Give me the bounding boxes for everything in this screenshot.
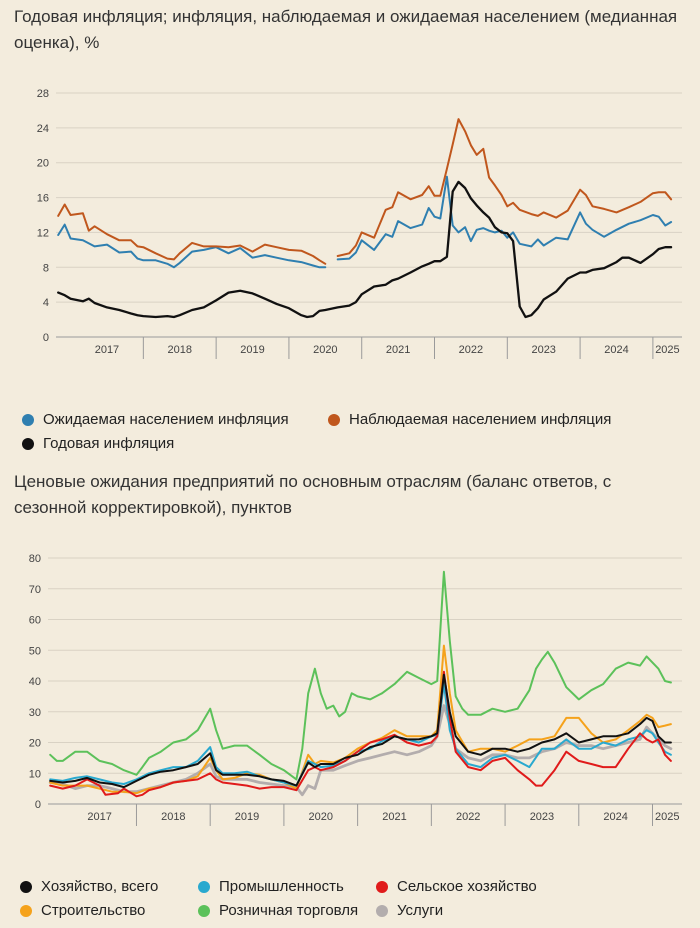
legend-item-retail: Розничная торговля [198, 902, 358, 919]
series-line [49, 670, 672, 798]
x-tick-label: 2025 [655, 811, 679, 823]
legend-label: Ожидаемая населением инфляция [43, 411, 289, 428]
legend-item-expected: Ожидаемая населением инфляция [22, 411, 289, 428]
y-tick-label: 30 [29, 707, 41, 719]
business-legend: Хозяйство, всего Промышленность Сельское… [20, 878, 690, 924]
x-tick-label: 2020 [313, 344, 337, 356]
legend-label: Услуги [397, 902, 444, 919]
x-tick-label: 2017 [87, 811, 111, 823]
series-line [57, 175, 673, 269]
legend-item-services: Услуги [376, 902, 443, 919]
x-tick-label: 2020 [309, 811, 333, 823]
y-tick-label: 20 [29, 738, 41, 750]
y-tick-label: 10 [29, 768, 41, 780]
y-tick-label: 40 [29, 676, 41, 688]
legend-marker [20, 880, 32, 893]
x-tick-label: 2022 [456, 811, 480, 823]
legend-label: Розничная торговля [219, 902, 359, 919]
series-line [49, 570, 672, 781]
y-tick-label: 12 [37, 227, 49, 239]
y-tick-label: 80 [29, 553, 41, 565]
x-tick-label: 2021 [382, 811, 406, 823]
y-tick-label: 50 [29, 645, 41, 657]
series-line [49, 673, 672, 789]
x-tick-label: 2025 [655, 344, 679, 356]
legend-marker [20, 904, 32, 917]
y-tick-label: 70 [29, 584, 41, 596]
x-tick-label: 2021 [386, 344, 410, 356]
series-line [49, 644, 672, 795]
legend-label: Наблюдаемая населением инфляция [349, 411, 612, 428]
x-tick-label: 2024 [603, 811, 627, 823]
chart-title-business: Ценовые ожидания предприятий по основным… [14, 472, 612, 517]
y-tick-label: 24 [37, 123, 49, 135]
legend-label: Хозяйство, всего [41, 878, 159, 895]
legend-marker [198, 904, 210, 917]
x-tick-label: 2018 [161, 811, 185, 823]
legend-label: Годовая инфляция [43, 435, 175, 452]
legend-label: Промышленность [219, 878, 344, 895]
series-line [57, 118, 673, 265]
legend-marker [22, 413, 34, 426]
legend-item-observed: Наблюдаемая населением инфляция [328, 411, 611, 428]
x-tick-label: 2018 [168, 344, 192, 356]
x-tick-label: 2017 [95, 344, 119, 356]
inflation-legend: Ожидаемая населением инфляция Наблюдаема… [22, 411, 682, 457]
y-tick-label: 60 [29, 615, 41, 627]
x-tick-label: 2024 [604, 344, 628, 356]
chart-title-inflation: Годовая инфляция; инфляция, наблюдаемая … [14, 7, 678, 52]
legend-item-construction: Строительство [20, 902, 145, 919]
y-tick-label: 8 [43, 262, 49, 274]
legend-marker [376, 904, 388, 917]
y-tick-label: 28 [37, 88, 49, 100]
y-tick-label: 16 [37, 193, 49, 205]
legend-marker [376, 880, 388, 893]
x-tick-label: 2023 [530, 811, 554, 823]
legend-label: Строительство [41, 902, 146, 919]
y-tick-label: 20 [37, 158, 49, 170]
legend-marker [22, 437, 34, 450]
legend-marker [328, 413, 340, 426]
business-expectations-chart: 0 10 20 30 40 50 60 70 80 2017 2018 2019 2020 2021 202… [29, 553, 682, 826]
y-tick-label: 4 [43, 297, 49, 309]
legend-item-agriculture: Сельское хозяйство [376, 878, 537, 895]
x-tick-label: 2022 [459, 344, 483, 356]
legend-item-industry: Промышленность [198, 878, 344, 895]
series-line [57, 180, 673, 319]
x-tick-label: 2019 [235, 811, 259, 823]
legend-marker [198, 880, 210, 893]
x-tick-label: 2019 [240, 344, 264, 356]
y-tick-label: 0 [35, 799, 41, 811]
y-tick-label: 0 [43, 332, 49, 344]
legend-item-annual: Годовая инфляция [22, 435, 174, 452]
legend-item-economy: Хозяйство, всего [20, 878, 158, 895]
x-tick-label: 2023 [531, 344, 555, 356]
legend-label: Сельское хозяйство [397, 878, 537, 895]
